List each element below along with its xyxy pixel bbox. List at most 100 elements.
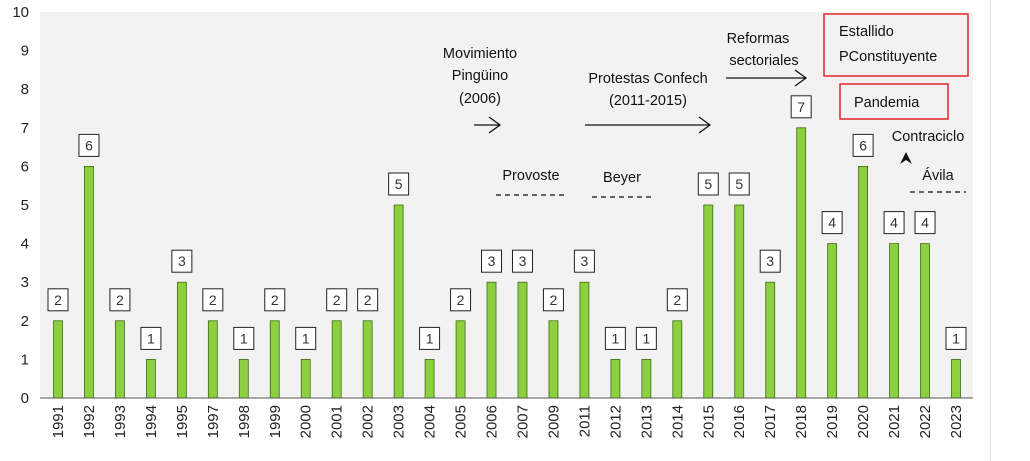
bar	[362, 320, 373, 399]
y-tick-label: 7	[21, 120, 29, 137]
data-label-box	[140, 326, 162, 350]
x-tick-label: 2012	[607, 405, 624, 438]
data-label-box	[326, 288, 348, 312]
data-label-box	[78, 133, 100, 157]
data-label: 3	[178, 253, 186, 269]
bar	[84, 165, 94, 399]
bar	[300, 358, 311, 399]
data-label-box	[357, 288, 379, 312]
data-label-box	[604, 326, 626, 350]
x-tick-label: 2021	[886, 405, 903, 438]
x-tick-label: 2017	[762, 405, 779, 438]
data-label-box	[852, 133, 874, 157]
data-label: 1	[611, 330, 619, 346]
bar	[486, 281, 497, 399]
arrow-right-icon	[726, 69, 808, 87]
x-tick-label: 2020	[855, 405, 872, 438]
bar	[672, 320, 683, 399]
x-tick-label: 2001	[329, 405, 346, 438]
estallido-highlight-box	[823, 13, 969, 77]
bar	[889, 243, 899, 399]
bar	[331, 320, 342, 399]
y-tick-label: 0	[21, 390, 29, 407]
data-label-box	[697, 172, 719, 196]
data-label-box	[419, 326, 441, 350]
data-label-box	[47, 288, 69, 312]
bar	[703, 204, 714, 399]
arrowhead-up-icon	[900, 152, 912, 164]
x-tick-label: 1991	[50, 405, 67, 438]
data-label-box	[883, 211, 905, 235]
bar	[920, 243, 930, 399]
bar	[53, 320, 63, 399]
annotation-estallido-line-2: PConstituyente	[839, 49, 937, 65]
x-tick-label: 1999	[267, 405, 284, 438]
y-tick-label: 2	[21, 313, 29, 330]
x-tick-label: 2013	[638, 405, 655, 438]
data-label: 1	[642, 330, 650, 346]
x-tick-label: 2007	[514, 405, 531, 438]
x-tick-label: 2000	[298, 405, 315, 438]
x-tick-label: 2011	[576, 405, 593, 437]
data-label-box	[264, 288, 286, 312]
x-tick-label: 1998	[236, 405, 253, 438]
bar	[145, 358, 156, 399]
y-tick-label: 6	[21, 158, 29, 175]
data-label-box	[759, 249, 781, 273]
x-tick-label: 2002	[360, 405, 377, 438]
data-label-box	[481, 249, 503, 273]
data-label: 2	[116, 292, 124, 308]
data-label-box	[945, 326, 967, 350]
bar	[269, 320, 280, 399]
data-label: 2	[673, 292, 681, 308]
y-axis-ticks: 0 1 2 3 4 5 6 7 8 9 10	[12, 4, 29, 407]
data-label: 2	[457, 292, 465, 308]
y-tick-label: 8	[21, 81, 29, 98]
data-label: 2	[54, 292, 62, 308]
annotation-protestas-confech-line-1: Protestas Confech	[588, 71, 707, 87]
x-axis-ticks: 1991 1992 1993 1994 1995 1997 1998 1999 2000 2001…	[50, 405, 965, 438]
y-tick-label: 10	[12, 4, 29, 21]
annotation-pandemia: Pandemia	[854, 95, 920, 111]
bar	[858, 165, 869, 399]
x-tick-label: 2016	[731, 405, 748, 438]
right-divider	[990, 0, 991, 461]
annotation-beyer: Beyer	[603, 170, 641, 186]
y-tick-label: 4	[21, 236, 29, 253]
x-tick-label: 1992	[81, 405, 98, 438]
data-label: 5	[704, 176, 712, 192]
data-label-box	[388, 172, 410, 196]
annotation-reformas-line-1: Reformas	[727, 31, 790, 47]
bar	[207, 320, 218, 399]
annotation-reformas-line-2: sectoriales	[729, 53, 798, 69]
data-label: 1	[426, 330, 434, 346]
data-label-box	[542, 288, 564, 312]
data-label-box	[914, 211, 936, 235]
data-label-box	[790, 95, 812, 119]
data-label-box	[109, 288, 131, 312]
data-label-box	[821, 211, 843, 235]
x-tick-label: 2009	[545, 405, 562, 438]
data-label: 3	[581, 253, 589, 269]
plot-area	[40, 12, 973, 398]
bar	[393, 204, 404, 399]
data-label: 4	[921, 215, 929, 231]
data-label-box	[450, 288, 472, 312]
annotation-estallido-line-1: Estallido	[839, 24, 894, 40]
arrow-right-icon	[585, 116, 712, 134]
x-tick-label: 2014	[669, 405, 686, 438]
data-label: 5	[735, 176, 743, 192]
x-tick-label: 2004	[422, 405, 439, 438]
bar	[115, 320, 125, 399]
x-tick-label: 2006	[484, 405, 501, 438]
x-tick-label: 2018	[793, 405, 810, 438]
x-tick-label: 2022	[917, 405, 934, 438]
bar	[176, 281, 187, 399]
y-tick-label: 1	[21, 351, 29, 368]
data-label: 1	[302, 330, 310, 346]
bar	[796, 127, 807, 399]
data-label: 2	[209, 292, 217, 308]
data-label: 3	[766, 253, 774, 269]
data-label-box	[171, 249, 193, 273]
data-label: 5	[395, 176, 403, 192]
